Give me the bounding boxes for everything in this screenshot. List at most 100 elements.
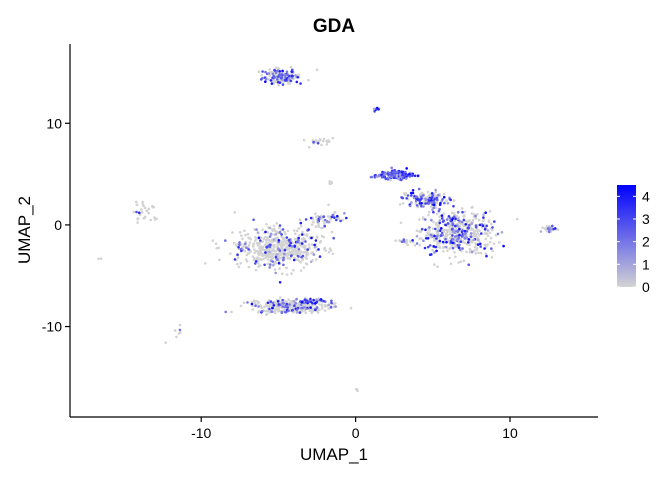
scatter-point	[269, 79, 273, 82]
scatter-point	[239, 304, 243, 308]
scatter-point	[430, 201, 434, 204]
scatter-point	[435, 212, 439, 216]
scatter-point	[453, 229, 456, 232]
scatter-point	[413, 244, 417, 247]
scatter-point	[140, 208, 143, 211]
scatter-point	[303, 298, 307, 302]
scatter-point	[457, 236, 461, 240]
scatter-point	[272, 263, 275, 267]
scatter-point	[247, 248, 250, 251]
scatter-point	[140, 211, 144, 214]
scatter-point	[299, 82, 302, 85]
scatter-point	[484, 237, 488, 241]
scatter-point	[324, 249, 328, 252]
scatter-point	[431, 208, 434, 211]
scatter-point	[285, 273, 289, 276]
scatter-point	[462, 259, 466, 263]
scatter-point	[556, 228, 560, 232]
scatter-point	[294, 75, 297, 79]
scatter-point	[467, 223, 471, 227]
scatter-point	[465, 219, 468, 223]
scatter-point	[315, 306, 319, 309]
scatter-point	[97, 257, 100, 261]
scatter-point	[264, 238, 268, 242]
scatter-point	[280, 272, 284, 276]
scatter-point	[292, 300, 296, 303]
scatter-point	[453, 251, 456, 254]
scatter-point	[448, 226, 452, 229]
scatter-point	[306, 233, 309, 237]
scatter-point	[415, 234, 419, 238]
scatter-point	[276, 244, 279, 248]
scatter-point	[256, 231, 260, 234]
scatter-point	[260, 248, 264, 252]
scatter-point	[265, 236, 269, 239]
scatter-point	[491, 226, 494, 229]
scatter-point	[428, 253, 432, 256]
scatter-point	[270, 310, 274, 314]
scatter-point	[484, 211, 488, 214]
scatter-point	[265, 248, 268, 252]
scatter-point	[483, 247, 486, 250]
scatter-point	[436, 243, 439, 246]
x-axis-label: UMAP_1	[300, 445, 368, 464]
scatter-point	[304, 300, 308, 304]
scatter-point	[266, 258, 270, 261]
scatter-point	[296, 75, 300, 79]
scatter-point	[314, 258, 318, 261]
scatter-point	[437, 193, 440, 197]
scatter-point	[240, 249, 243, 253]
scatter-point	[410, 201, 413, 204]
scatter-point	[271, 256, 275, 260]
scatter-point	[280, 311, 284, 315]
scatter-point	[277, 247, 280, 250]
scatter-point	[330, 299, 333, 303]
scatter-point	[240, 234, 243, 237]
scatter-point	[295, 311, 299, 314]
scatter-point	[272, 249, 276, 253]
scatter-point	[295, 297, 298, 301]
scatter-point	[422, 194, 425, 197]
scatter-point	[135, 200, 138, 204]
scatter-point	[434, 206, 438, 209]
scatter-point	[277, 261, 281, 265]
scatter-point	[444, 223, 448, 227]
scatter-point	[430, 196, 434, 199]
scatter-point	[405, 167, 409, 170]
scatter-point	[482, 216, 485, 219]
scatter-point	[253, 228, 256, 231]
scatter-point	[302, 138, 306, 142]
scatter-point	[320, 143, 323, 147]
scatter-point	[435, 198, 439, 202]
scatter-point	[291, 74, 294, 78]
scatter-point	[401, 196, 405, 200]
scatter-point	[457, 261, 461, 264]
scatter-point	[453, 224, 457, 228]
scatter-point	[280, 240, 283, 243]
scatter-point	[282, 256, 285, 260]
scatter-point	[298, 218, 302, 221]
scatter-point	[448, 229, 451, 232]
scatter-point	[420, 197, 424, 200]
scatter-point	[395, 170, 399, 174]
scatter-point	[280, 235, 284, 239]
scatter-point	[281, 69, 284, 73]
scatter-point	[318, 255, 322, 258]
scatter-point	[515, 217, 519, 221]
scatter-point	[273, 311, 277, 315]
scatter-point	[256, 244, 260, 247]
scatter-point	[263, 305, 266, 309]
scatter-point	[463, 210, 467, 214]
scatter-point	[458, 227, 461, 231]
scatter-point	[224, 310, 227, 314]
scatter-point	[432, 210, 435, 214]
scatter-point	[265, 241, 268, 244]
scatter-point	[436, 265, 439, 269]
scatter-point	[275, 66, 278, 69]
scatter-point	[417, 187, 421, 191]
scatter-point	[277, 67, 281, 70]
scatter-point	[257, 305, 260, 308]
scatter-point	[408, 240, 412, 243]
scatter-point	[276, 78, 279, 81]
scatter-point	[278, 249, 282, 252]
